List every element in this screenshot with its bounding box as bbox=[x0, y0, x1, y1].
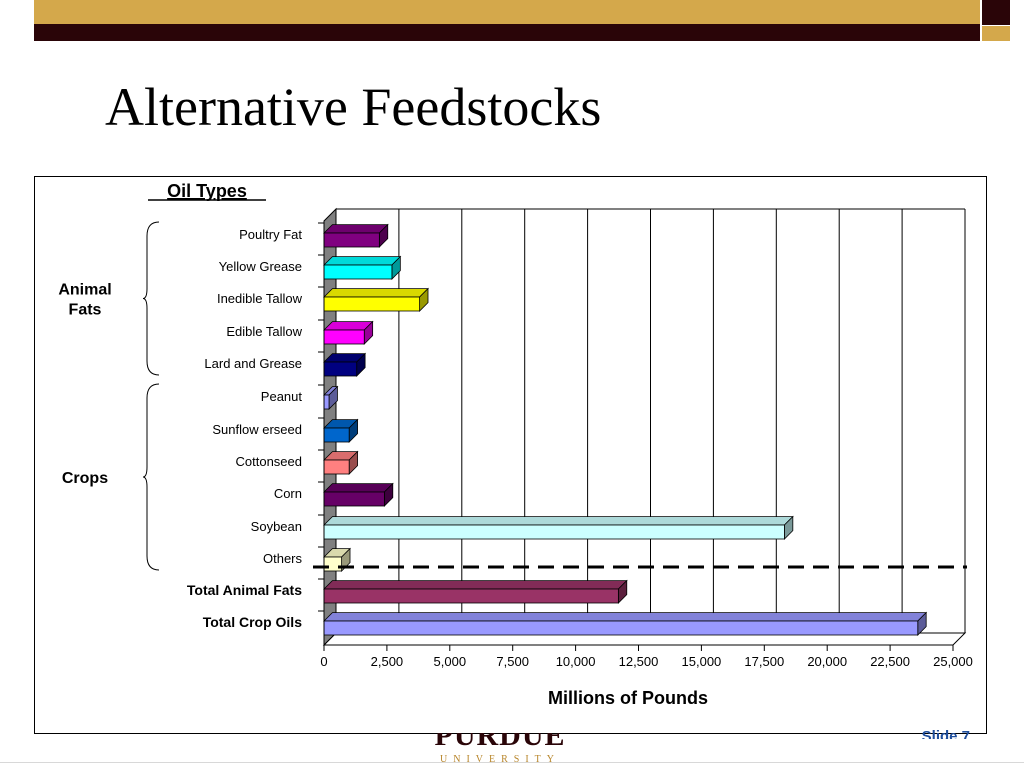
x-tick-label: 17,500 bbox=[744, 654, 784, 669]
category-label: Peanut bbox=[261, 389, 303, 404]
category-label: Edible Tallow bbox=[226, 324, 302, 339]
category-label: Lard and Grease bbox=[204, 356, 302, 371]
bar bbox=[323, 264, 393, 280]
purdue-logo: PURDUE UNIVERSITY bbox=[434, 733, 566, 768]
bar bbox=[323, 620, 919, 636]
x-tick-label: 20,000 bbox=[807, 654, 847, 669]
group-brace bbox=[142, 221, 160, 376]
group-label: Crops bbox=[62, 470, 108, 487]
logo-subtitle: UNIVERSITY bbox=[440, 754, 560, 765]
header-corner-accent bbox=[982, 26, 1010, 41]
bar-top-face bbox=[323, 580, 628, 590]
x-tick-label: 12,500 bbox=[619, 654, 659, 669]
bar-top-face bbox=[323, 516, 794, 526]
bar-top-face bbox=[323, 224, 389, 234]
category-label: Yellow Grease bbox=[219, 259, 302, 274]
bar-chart: Poultry Fat Yellow Grease Inedible Tallow E… bbox=[58, 181, 973, 708]
bar-top-face bbox=[323, 256, 402, 266]
chart-frame: Poultry Fat Yellow Grease Inedible Tallow E… bbox=[34, 176, 987, 734]
bar-top-face bbox=[323, 288, 429, 298]
group-brace bbox=[142, 383, 160, 571]
category-label: Others bbox=[263, 551, 303, 566]
category-label: Cottonseed bbox=[236, 454, 303, 469]
bar bbox=[323, 459, 350, 475]
category-label: Sunflow erseed bbox=[212, 422, 302, 437]
category-label: Soybean bbox=[251, 519, 302, 534]
x-tick-label: 5,000 bbox=[434, 654, 467, 669]
x-tick-label: 22,500 bbox=[870, 654, 910, 669]
x-tick-label: 15,000 bbox=[682, 654, 722, 669]
bar bbox=[323, 491, 385, 507]
header-accent-bar bbox=[34, 0, 980, 24]
bar bbox=[323, 329, 365, 345]
x-tick-label: 25,000 bbox=[933, 654, 973, 669]
x-tick-label: 2,500 bbox=[371, 654, 404, 669]
category-label: Poultry Fat bbox=[239, 227, 302, 242]
x-tick-label: 7,500 bbox=[496, 654, 529, 669]
x-tick-label: 10,000 bbox=[556, 654, 596, 669]
chart-title: Oil Types bbox=[167, 181, 247, 201]
bar bbox=[323, 524, 785, 540]
bar bbox=[323, 361, 358, 377]
bar bbox=[323, 556, 343, 572]
logo-wordmark: PURDUE bbox=[434, 733, 566, 752]
category-label: Corn bbox=[274, 486, 302, 501]
category-label: Total Crop Oils bbox=[203, 614, 303, 630]
x-tick-label: 0 bbox=[320, 654, 327, 669]
bar bbox=[323, 427, 350, 443]
category-label: Total Animal Fats bbox=[187, 582, 302, 598]
bar bbox=[323, 394, 330, 410]
category-label: Inedible Tallow bbox=[217, 291, 303, 306]
bar bbox=[323, 232, 380, 248]
bar-top-face bbox=[323, 612, 928, 622]
bar bbox=[323, 588, 619, 604]
group-label: Animal bbox=[58, 282, 111, 299]
header-corner-square bbox=[982, 0, 1010, 25]
x-axis-title: Millions of Pounds bbox=[548, 688, 708, 708]
slide-number: Slide 7 bbox=[921, 729, 970, 739]
bar bbox=[323, 296, 421, 312]
footer-divider bbox=[0, 762, 1024, 763]
slide-title: Alternative Feedstocks bbox=[105, 77, 602, 137]
bar-top-face bbox=[323, 483, 394, 493]
group-label: Fats bbox=[69, 302, 102, 319]
